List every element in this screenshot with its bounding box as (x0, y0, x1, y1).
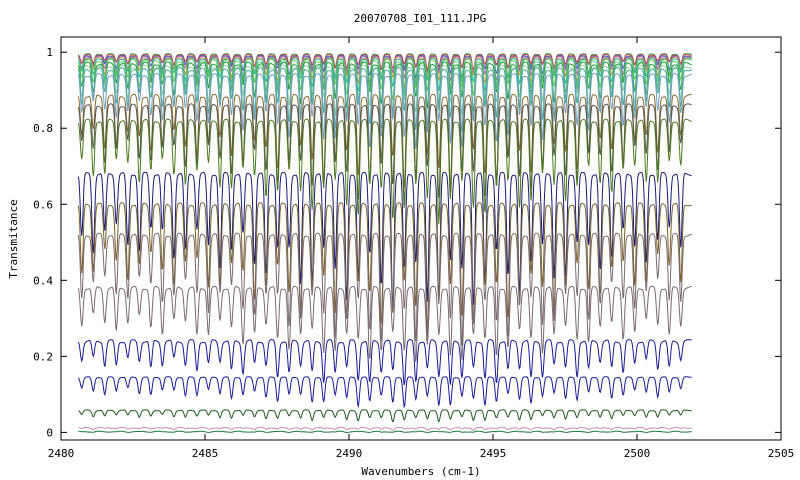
series-line (77, 58, 692, 104)
series-line (78, 430, 692, 433)
y-tick-label: 0.8 (33, 122, 53, 135)
series-line (77, 72, 692, 149)
x-axis-label: Wavenumbers (cm-1) (361, 465, 480, 478)
chart-title: 20070708_I01_111.JPG (354, 12, 486, 25)
series-line (77, 64, 692, 124)
series-line (77, 376, 692, 409)
y-axis: 0 0.2 0.4 0.6 0.8 1 (33, 46, 781, 439)
series-line (77, 285, 692, 362)
x-tick-label: 2495 (480, 447, 507, 460)
series-line (77, 61, 692, 113)
x-tick-label: 2505 (768, 447, 795, 460)
series-line (77, 339, 692, 386)
series-line (78, 53, 692, 72)
series-line (77, 118, 692, 224)
y-tick-label: 0.2 (33, 350, 53, 363)
x-tick-label: 2485 (192, 447, 219, 460)
y-tick-label: 0.6 (33, 198, 53, 211)
y-tick-label: 0.4 (33, 274, 53, 287)
y-axis-label: Transmitance (7, 199, 20, 278)
plot-area (77, 53, 692, 433)
series-line (77, 232, 692, 346)
x-tick-label: 2500 (624, 447, 651, 460)
x-tick-label: 2490 (336, 447, 363, 460)
series-line (78, 409, 692, 423)
series-line (78, 426, 692, 431)
plot-frame (60, 36, 782, 441)
series-line (77, 103, 692, 203)
y-tick-label: 1 (46, 46, 53, 59)
y-tick-label: 0 (46, 426, 53, 439)
series-line (77, 202, 692, 335)
series-line (77, 171, 692, 306)
x-axis: 2480 2485 2490 2495 2500 2505 (48, 37, 795, 460)
x-tick-label: 2480 (48, 447, 75, 460)
